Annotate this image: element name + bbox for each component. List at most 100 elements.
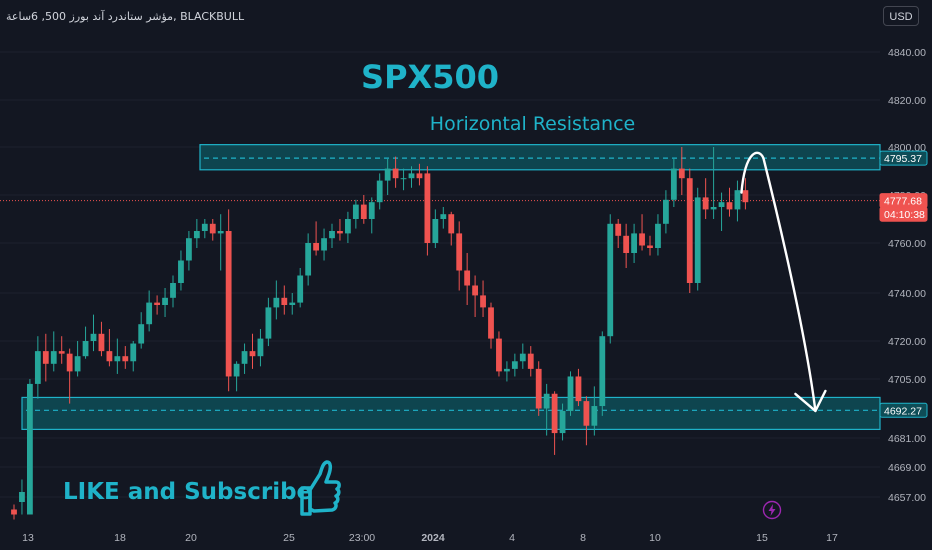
candle <box>154 295 160 315</box>
price-tag-text: 4795.37 <box>884 153 922 165</box>
candle <box>456 221 463 291</box>
candle-body <box>114 356 121 362</box>
candle <box>170 275 176 308</box>
x-tick-label: 13 <box>22 532 34 544</box>
candle-body <box>663 199 669 224</box>
candle-body <box>647 245 653 248</box>
candle <box>82 326 89 359</box>
projection-curve <box>740 151 817 413</box>
candle-body <box>424 173 431 243</box>
time-axis[interactable]: 13 18 20 25 23:00 2024 4 8 10 15 17 <box>22 532 838 544</box>
candle-body <box>384 168 391 181</box>
candle <box>289 293 296 315</box>
x-tick-label: 2024 <box>421 532 445 544</box>
candle-body <box>11 509 17 515</box>
candle-body <box>519 353 526 362</box>
candle-body <box>66 353 73 372</box>
candle <box>66 348 73 404</box>
projection-arrowhead <box>794 389 827 413</box>
candle-body <box>305 243 312 276</box>
candle-body <box>19 492 25 502</box>
candle <box>480 280 486 317</box>
x-tick-label: 17 <box>826 532 838 544</box>
x-tick-label: 4 <box>509 532 515 544</box>
candle-body <box>527 353 534 369</box>
candle <box>345 211 351 243</box>
candle <box>615 219 622 248</box>
candle <box>488 302 494 349</box>
candle-body <box>496 338 502 372</box>
candle <box>416 163 423 186</box>
like-subscribe-text: LIKE and Subscribe <box>63 479 313 505</box>
symbol-header: مؤشر ستاندرد آند بورز 500, 6ساعة, BLACKB… <box>6 10 245 23</box>
candle <box>11 504 17 520</box>
candle-body <box>631 233 637 253</box>
candle <box>193 219 200 248</box>
candle-body <box>281 297 288 305</box>
candle-body <box>27 383 33 515</box>
candle-body <box>623 235 630 253</box>
candle <box>639 214 645 251</box>
y-tick-label: 4669.00 <box>888 462 926 474</box>
currency-button[interactable]: USD <box>883 6 919 26</box>
candle-body <box>138 324 145 344</box>
candle-body <box>273 297 280 308</box>
candle <box>265 297 272 347</box>
candle <box>424 166 431 256</box>
lightning-icon[interactable] <box>762 500 782 520</box>
candle <box>496 331 502 377</box>
candle-body <box>599 336 606 407</box>
candle <box>527 346 534 377</box>
candle-body <box>265 307 272 339</box>
candle <box>551 391 558 455</box>
x-tick-label: 15 <box>756 532 768 544</box>
candle-body <box>106 351 113 362</box>
candle-body <box>702 197 709 210</box>
candle-body <box>567 376 574 411</box>
candle <box>567 371 574 416</box>
candle <box>352 199 359 229</box>
candle-body <box>400 178 407 180</box>
candle <box>599 331 606 416</box>
candle <box>217 214 224 271</box>
price-tag-text: 4777.68 <box>884 196 922 208</box>
candle <box>225 209 232 392</box>
candle <box>329 223 335 248</box>
candle-body <box>734 190 741 210</box>
candle <box>647 235 653 256</box>
candle-body <box>607 223 614 337</box>
x-tick-label: 10 <box>649 532 661 544</box>
candle <box>233 361 240 392</box>
candle-body <box>58 351 65 354</box>
candle-body <box>233 363 240 377</box>
candle <box>400 168 407 191</box>
price-tag-box <box>879 150 928 166</box>
candle-body <box>655 223 661 248</box>
candle <box>146 290 153 332</box>
candle-body <box>289 302 296 305</box>
candle <box>384 159 391 195</box>
candle <box>186 231 192 271</box>
candle <box>575 368 582 407</box>
candle <box>114 338 121 374</box>
candle <box>734 180 741 222</box>
candle <box>281 285 288 315</box>
candle-body <box>321 238 327 251</box>
candle-body <box>718 202 725 207</box>
candle <box>694 187 701 291</box>
candle <box>162 288 168 317</box>
candle-body <box>130 343 137 362</box>
candle <box>655 214 661 256</box>
candle-body <box>34 351 41 384</box>
thumbs-up-icon <box>300 460 341 516</box>
resistance-zone <box>199 144 881 171</box>
candle-body <box>535 368 542 409</box>
price-tag-box <box>879 206 928 222</box>
candle-body <box>360 204 367 219</box>
price-tag-last: 4777.68 <box>879 193 928 209</box>
candle-body <box>511 361 518 369</box>
candle <box>583 396 590 446</box>
price-tag-text: 04:10:38 <box>884 209 925 221</box>
candle <box>241 343 248 374</box>
